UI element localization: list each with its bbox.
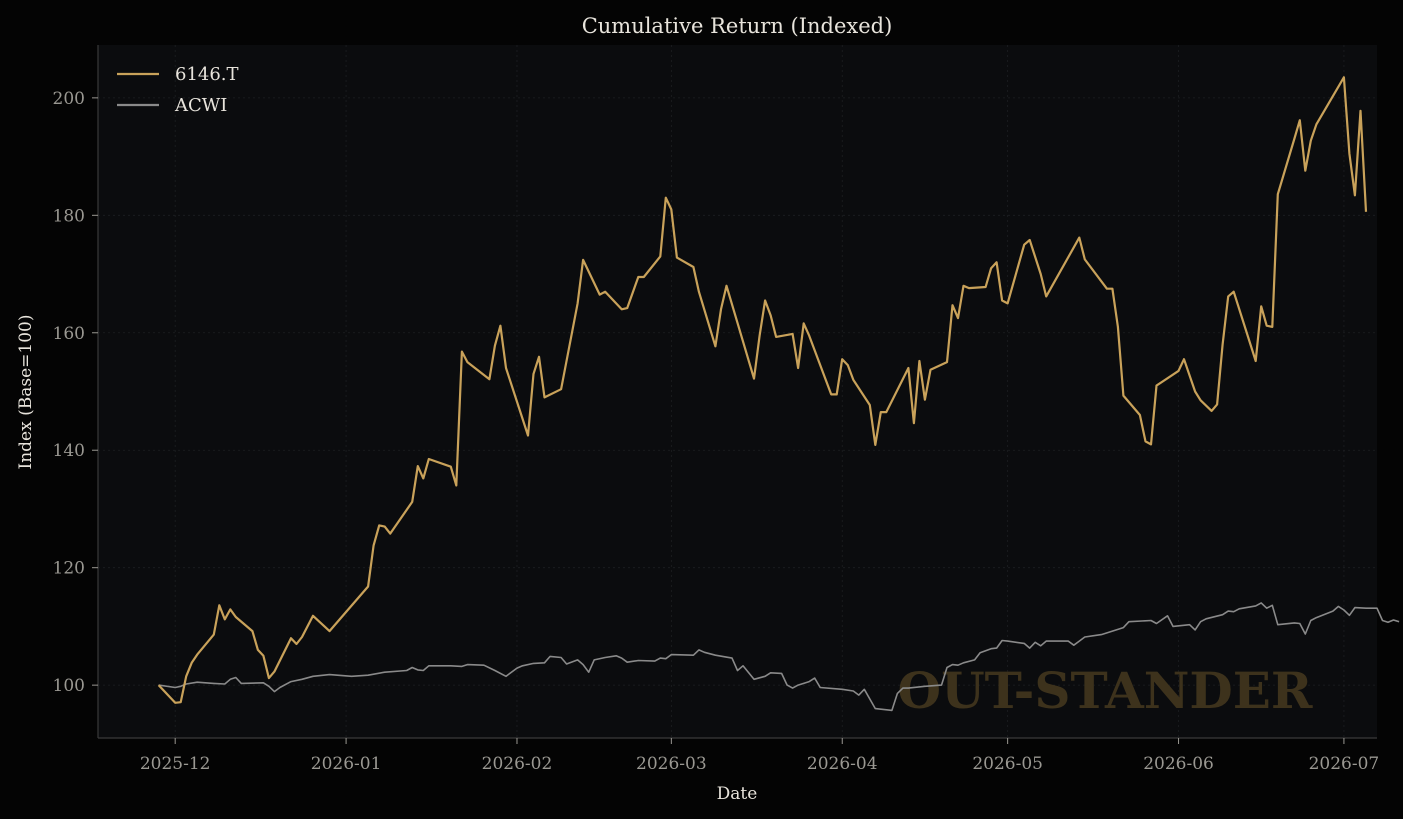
x-tick-label: 2026-05 (972, 754, 1043, 774)
x-tick-label: 2026-02 (482, 754, 553, 774)
y-tick-label: 200 (53, 89, 85, 109)
plot-area (98, 45, 1377, 738)
y-tick-label: 100 (53, 676, 85, 696)
series-line-6146-t (157, 76, 1368, 704)
x-tick-label: 2026-03 (636, 754, 707, 774)
y-tick-label: 120 (53, 559, 85, 579)
y-tick-label: 140 (53, 441, 85, 461)
chart-title: Cumulative Return (Indexed) (582, 14, 893, 38)
legend-label: 6146.T (175, 64, 239, 85)
y-tick-label: 180 (53, 206, 85, 226)
series-lines (157, 76, 1400, 712)
y-axis-label: Index (Base=100) (16, 315, 36, 470)
legend-label: ACWI (174, 95, 227, 116)
y-axis-ticks: 100 120 140 160 180 200 (53, 89, 98, 696)
legend: 6146.T ACWI (117, 64, 239, 116)
x-tick-label: 2026-07 (1309, 754, 1380, 774)
x-tick-label: 2026-06 (1143, 754, 1214, 774)
watermark: OUT-STANDER (898, 661, 1313, 720)
x-axis-ticks: 2025-12 2026-01 2026-02 2026-03 2026-04 2026-… (140, 738, 1379, 774)
x-tick-label: 2026-01 (311, 754, 382, 774)
series-line-acwi (158, 602, 1400, 712)
x-axis-label: Date (717, 784, 758, 804)
x-tick-label: 2025-12 (140, 754, 211, 774)
grid-lines (98, 45, 1377, 738)
x-tick-label: 2026-04 (807, 754, 878, 774)
y-tick-label: 160 (53, 324, 85, 344)
